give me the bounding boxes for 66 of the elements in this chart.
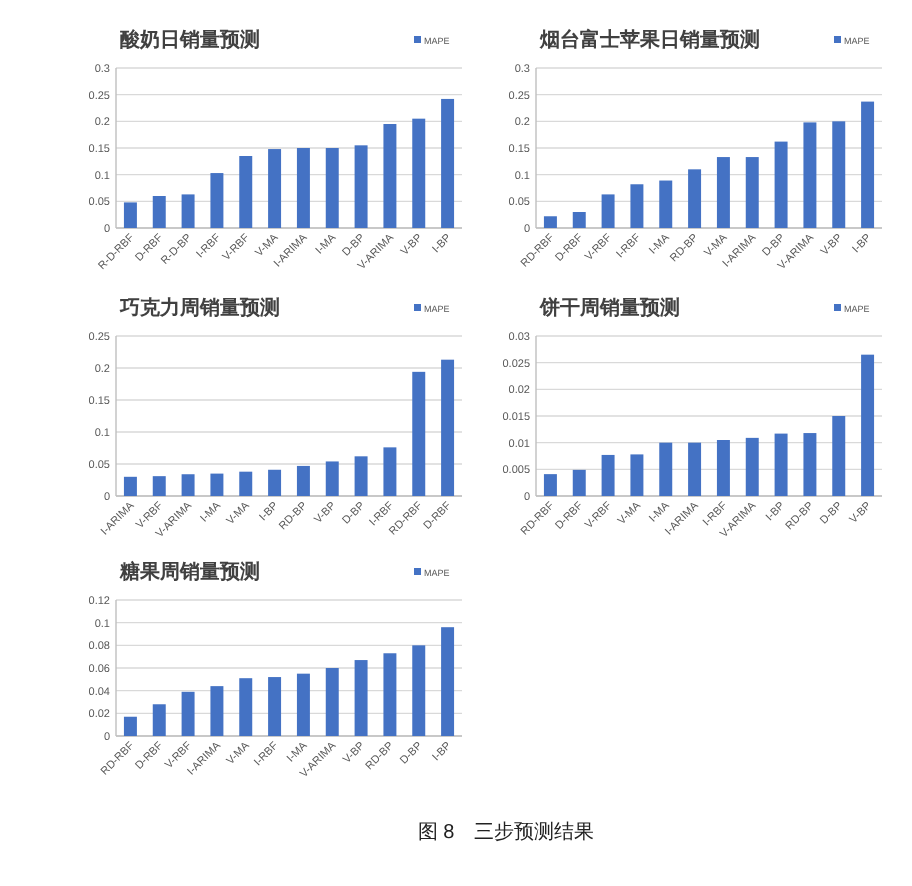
bar	[412, 118, 426, 228]
bar	[572, 469, 586, 496]
bar	[412, 371, 426, 496]
bar	[210, 473, 224, 496]
bar	[181, 194, 195, 228]
bar	[210, 173, 224, 228]
bar	[123, 476, 137, 496]
bar	[630, 184, 644, 228]
bar	[441, 359, 455, 496]
bar	[861, 354, 875, 496]
bar	[745, 157, 759, 228]
bar	[296, 673, 310, 736]
bar	[659, 442, 673, 496]
bar	[268, 469, 282, 496]
bar	[152, 196, 166, 228]
bar	[152, 704, 166, 736]
bar	[181, 691, 195, 736]
bar	[239, 471, 253, 496]
bar	[181, 474, 195, 496]
bar	[832, 121, 846, 228]
chart-title: 巧克力周销量预测	[118, 296, 280, 320]
bar	[123, 202, 137, 228]
bar	[832, 416, 846, 496]
bar	[543, 474, 557, 496]
bar	[325, 148, 339, 228]
bar	[774, 433, 788, 496]
bar	[268, 677, 282, 736]
chart-title: 糖果周销量预测	[118, 560, 260, 584]
bar	[325, 668, 339, 736]
bar	[601, 454, 615, 496]
bar	[412, 645, 426, 736]
bar	[296, 465, 310, 496]
bar	[745, 437, 759, 496]
bar	[601, 194, 615, 228]
bar	[441, 627, 455, 736]
bar	[716, 157, 730, 228]
bar	[152, 476, 166, 496]
bar	[716, 440, 730, 496]
bar	[296, 148, 310, 228]
bar	[688, 442, 702, 496]
bar	[803, 122, 817, 228]
bar	[325, 461, 339, 496]
bar	[239, 678, 253, 736]
bar	[354, 456, 368, 496]
bar	[383, 653, 397, 736]
bar	[774, 141, 788, 228]
bar	[354, 145, 368, 228]
bar	[441, 98, 455, 228]
bar	[383, 447, 397, 496]
bar	[688, 169, 702, 228]
bar	[572, 212, 586, 228]
bar	[268, 149, 282, 228]
bar	[210, 686, 224, 736]
chart-title: 烟台富士苹果日销量预测	[538, 28, 760, 52]
caption: 图 8 三步预测结果	[417, 820, 595, 844]
bar	[803, 433, 817, 496]
bar	[354, 660, 368, 736]
chart-title: 酸奶日销量预测	[120, 28, 260, 52]
bar	[239, 156, 253, 228]
chart-title: 饼干周销量预测	[538, 296, 680, 320]
bar	[861, 101, 875, 228]
bar	[543, 216, 557, 228]
bar	[383, 124, 397, 228]
bar	[659, 180, 673, 228]
bar	[123, 716, 137, 736]
bar	[630, 454, 644, 496]
